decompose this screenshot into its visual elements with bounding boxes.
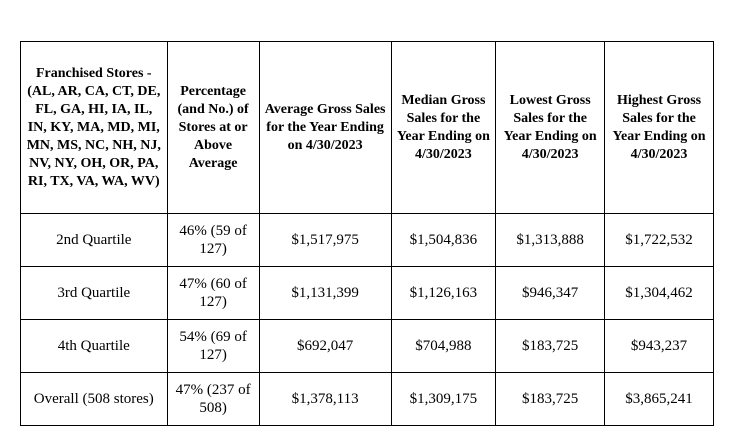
table-row: 2nd Quartile 46% (59 of 127) $1,517,975 …: [20, 213, 714, 267]
table-header-row: Franchised Stores - (AL, AR, CA, CT, DE,…: [20, 41, 714, 214]
cell-average: $1,517,975: [258, 213, 392, 267]
table-row: 4th Quartile 54% (69 of 127) $692,047 $7…: [20, 319, 714, 373]
cell-lowest: $1,313,888: [495, 213, 606, 267]
header-percentage-above-average: Percentage (and No.) of Stores at or Abo…: [166, 41, 260, 214]
gross-sales-table: Franchised Stores - (AL, AR, CA, CT, DE,…: [20, 41, 714, 426]
cell-lowest: $183,725: [495, 319, 606, 373]
row-label: 4th Quartile: [20, 319, 168, 373]
cell-median: $704,988: [390, 319, 497, 373]
cell-percentage: 46% (59 of 127): [166, 213, 260, 267]
table-row: Overall (508 stores) 47% (237 of 508) $1…: [20, 372, 714, 426]
cell-lowest: $183,725: [495, 372, 606, 426]
cell-average: $1,378,113: [258, 372, 392, 426]
row-label: 2nd Quartile: [20, 213, 168, 267]
cell-average: $692,047: [258, 319, 392, 373]
table-row: 3rd Quartile 47% (60 of 127) $1,131,399 …: [20, 266, 714, 320]
header-franchised-stores: Franchised Stores - (AL, AR, CA, CT, DE,…: [20, 41, 168, 214]
row-label: Overall (508 stores): [20, 372, 168, 426]
cell-average: $1,131,399: [258, 266, 392, 320]
cell-lowest: $946,347: [495, 266, 606, 320]
cell-highest: $3,865,241: [604, 372, 714, 426]
cell-percentage: 47% (60 of 127): [166, 266, 260, 320]
cell-percentage: 47% (237 of 508): [166, 372, 260, 426]
header-average-gross-sales: Average Gross Sales for the Year Ending …: [258, 41, 392, 214]
cell-highest: $943,237: [604, 319, 714, 373]
header-median-gross-sales: Median Gross Sales for the Year Ending o…: [390, 41, 497, 214]
row-label: 3rd Quartile: [20, 266, 168, 320]
header-highest-gross-sales: Highest Gross Sales for the Year Ending …: [604, 41, 714, 214]
cell-median: $1,309,175: [390, 372, 497, 426]
cell-median: $1,504,836: [390, 213, 497, 267]
header-lowest-gross-sales: Lowest Gross Sales for the Year Ending o…: [495, 41, 606, 214]
cell-percentage: 54% (69 of 127): [166, 319, 260, 373]
cell-highest: $1,722,532: [604, 213, 714, 267]
cell-highest: $1,304,462: [604, 266, 714, 320]
cell-median: $1,126,163: [390, 266, 497, 320]
